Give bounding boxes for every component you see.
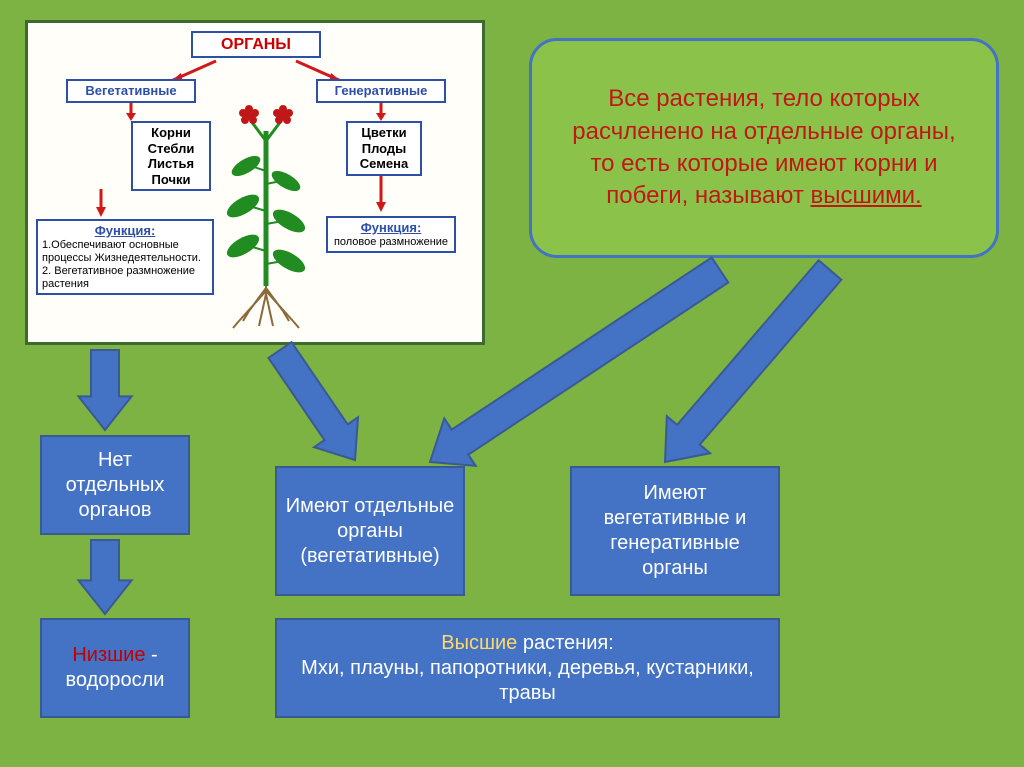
box-lower-plants: Низшие - водоросли	[40, 618, 190, 718]
gen-function: Функция: половое размножение	[326, 216, 456, 253]
plant-illustration	[221, 96, 311, 331]
box-no-organs: Нет отдельных органов	[40, 435, 190, 535]
have-veg-text: Имеют отдельные органы (вегетативные)	[285, 494, 455, 569]
info-callout: Все растения, тело которых расчленено на…	[529, 38, 999, 258]
box-have-vegetative: Имеют отдельные органы (вегетативные)	[275, 466, 465, 596]
veg-function: Функция: 1.Обеспечивают основные процесс…	[36, 219, 214, 295]
higher-text: Высшие растения: Мхи, плауны, папоротник…	[285, 631, 770, 706]
veg-func-body: 1.Обеспечивают основные процессы Жизнеде…	[42, 239, 208, 292]
organ-title: ОРГАНЫ	[191, 31, 321, 58]
info-text-underline: высшими.	[810, 182, 921, 209]
have-veg-gen-text: Имеют вегетативные и генеративные органы	[580, 481, 770, 581]
organ-diagram: ОРГАНЫ Вегетативные Генеративные Корни С…	[25, 20, 485, 345]
gen-func-body: половое размножение	[332, 236, 450, 249]
higher-rest: растения: Мхи, плауны, папоротники, дере…	[301, 632, 754, 704]
box-have-veg-gen: Имеют вегетативные и генеративные органы	[570, 466, 780, 596]
arrow-gen-func	[371, 176, 391, 214]
no-organs-text: Нет отдельных органов	[50, 448, 180, 523]
arrow-gen-list	[371, 103, 391, 123]
info-text: Все растения, тело которых расчленено на…	[562, 83, 966, 213]
lower-red: Низшие	[72, 644, 145, 666]
box-higher-plants: Высшие растения: Мхи, плауны, папоротник…	[275, 618, 780, 718]
arrow-veg-func	[91, 189, 111, 219]
gen-func-label: Функция:	[332, 220, 450, 236]
generative-box: Генеративные	[316, 79, 446, 103]
veg-list: Корни Стебли Листья Почки	[131, 121, 211, 191]
vegetative-box: Вегетативные	[66, 79, 196, 103]
gen-list: Цветки Плоды Семена	[346, 121, 422, 176]
lower-text: Низшие - водоросли	[50, 643, 180, 693]
arrow-veg-list	[121, 103, 141, 123]
higher-yellow: Высшие	[441, 632, 517, 654]
veg-func-label: Функция:	[42, 223, 208, 239]
